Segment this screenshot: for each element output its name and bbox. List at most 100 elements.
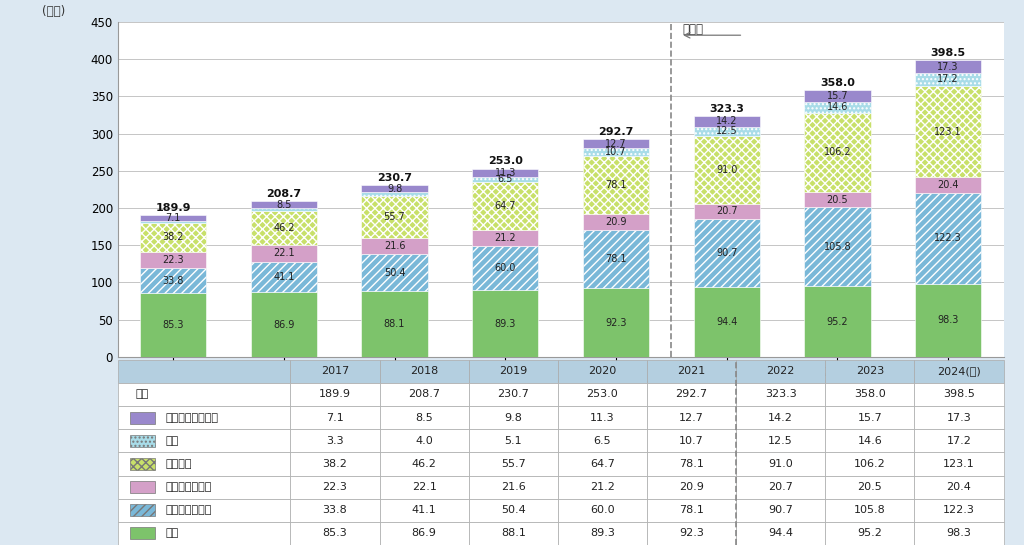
Bar	[558, 406, 647, 429]
Bar	[914, 429, 1004, 452]
Bar	[915, 284, 981, 357]
Text: 14.6: 14.6	[857, 436, 883, 446]
Bar	[914, 383, 1004, 406]
Text: 398.5: 398.5	[931, 48, 966, 58]
Text: 20.5: 20.5	[826, 195, 848, 204]
Bar	[118, 360, 291, 383]
Text: 20.4: 20.4	[946, 482, 972, 492]
Text: 21.6: 21.6	[384, 241, 406, 251]
Text: 323.3: 323.3	[765, 390, 797, 399]
Bar	[825, 429, 914, 452]
Bar	[361, 292, 428, 357]
Bar	[251, 262, 317, 292]
Bar	[915, 178, 981, 193]
Bar	[583, 215, 649, 230]
Bar	[380, 360, 469, 383]
Text: 122.3: 122.3	[934, 233, 962, 243]
Bar	[251, 245, 317, 262]
Bar	[583, 148, 649, 156]
Text: 6.5: 6.5	[498, 174, 513, 184]
Text: 292.7: 292.7	[598, 127, 634, 137]
Bar	[291, 429, 380, 452]
Text: 14.2: 14.2	[716, 116, 737, 126]
Bar	[558, 452, 647, 475]
Text: 122.3: 122.3	[943, 505, 975, 515]
Bar	[469, 383, 558, 406]
Bar	[914, 452, 1004, 475]
Text: 189.9: 189.9	[319, 390, 351, 399]
Text: 33.8: 33.8	[163, 276, 183, 286]
Bar	[558, 383, 647, 406]
Bar	[472, 177, 539, 182]
Bar	[693, 287, 760, 357]
Text: 89.3: 89.3	[495, 319, 516, 329]
Text: 予測値: 予測値	[682, 23, 703, 36]
Text: 64.7: 64.7	[495, 201, 516, 211]
Text: 94.4: 94.4	[768, 529, 794, 538]
Bar	[130, 481, 155, 493]
Text: 21.2: 21.2	[495, 233, 516, 243]
Text: 12.5: 12.5	[768, 436, 793, 446]
Text: 2020: 2020	[589, 366, 616, 376]
Text: 8.5: 8.5	[416, 413, 433, 422]
Bar	[380, 383, 469, 406]
Text: コンピューター: コンピューター	[165, 482, 212, 492]
Text: 88.1: 88.1	[384, 319, 406, 329]
Text: 55.7: 55.7	[384, 212, 406, 222]
Text: 自動車・宇宙航空: 自動車・宇宙航空	[165, 413, 218, 422]
Text: 11.3: 11.3	[495, 168, 516, 178]
Bar	[736, 522, 825, 545]
Bar	[804, 102, 870, 113]
Text: コンシューマー: コンシューマー	[165, 505, 212, 515]
Bar	[361, 196, 428, 238]
Bar	[915, 73, 981, 86]
Text: 12.7: 12.7	[679, 413, 705, 422]
Text: 50.4: 50.4	[384, 268, 406, 277]
Text: 6.5: 6.5	[594, 436, 611, 446]
Text: 2023: 2023	[856, 366, 884, 376]
Bar	[647, 429, 736, 452]
Bar	[130, 504, 155, 516]
Text: 15.7: 15.7	[857, 413, 883, 422]
Text: 医療: 医療	[165, 436, 178, 446]
Bar	[558, 475, 647, 499]
Bar	[914, 360, 1004, 383]
Text: 20.5: 20.5	[857, 482, 883, 492]
Text: 2024(年): 2024(年)	[937, 366, 981, 376]
Text: 14.2: 14.2	[768, 413, 794, 422]
Text: 41.1: 41.1	[412, 505, 436, 515]
Bar	[140, 221, 207, 223]
Text: 92.3: 92.3	[605, 318, 627, 328]
Text: (億台): (億台)	[42, 5, 66, 19]
Text: 90.7: 90.7	[768, 505, 794, 515]
Text: 10.7: 10.7	[679, 436, 703, 446]
Text: 208.7: 208.7	[409, 390, 440, 399]
Text: 358.0: 358.0	[820, 78, 855, 88]
Text: 22.3: 22.3	[163, 255, 184, 265]
Bar	[140, 223, 207, 252]
Bar	[469, 452, 558, 475]
Text: 123.1: 123.1	[943, 459, 975, 469]
Text: 2019: 2019	[499, 366, 527, 376]
Bar	[647, 360, 736, 383]
Bar	[736, 360, 825, 383]
Text: 2021: 2021	[678, 366, 706, 376]
Text: 91.0: 91.0	[768, 459, 793, 469]
Text: 106.2: 106.2	[854, 459, 886, 469]
Bar	[469, 360, 558, 383]
Bar	[469, 522, 558, 545]
Text: 合計: 合計	[135, 390, 148, 399]
Text: 105.8: 105.8	[854, 505, 886, 515]
Text: 89.3: 89.3	[590, 529, 614, 538]
Bar	[804, 286, 870, 357]
Text: 22.1: 22.1	[273, 249, 295, 258]
Bar	[693, 126, 760, 136]
Bar	[583, 288, 649, 357]
Text: 253.0: 253.0	[587, 390, 618, 399]
Bar	[647, 406, 736, 429]
Bar	[804, 113, 870, 192]
Text: 通信: 通信	[165, 529, 178, 538]
Bar	[914, 406, 1004, 429]
Text: 85.3: 85.3	[323, 529, 347, 538]
Text: 21.6: 21.6	[501, 482, 525, 492]
